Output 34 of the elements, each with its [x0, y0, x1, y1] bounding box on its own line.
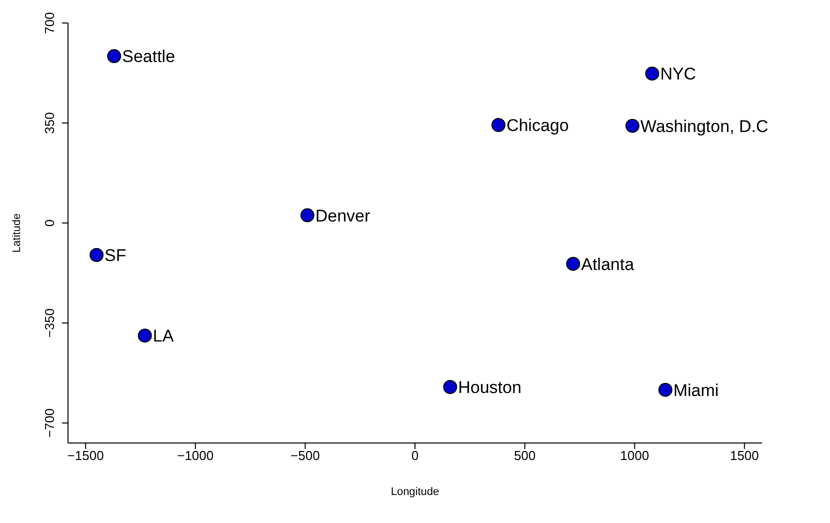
annotation: NYC — [660, 64, 696, 84]
x-tick-label: −500 — [290, 448, 320, 464]
x-tick-label: 1500 — [730, 448, 759, 464]
x-tick-label: 500 — [514, 448, 536, 464]
y-axis-title: Latitude — [10, 213, 23, 253]
annotation: Atlanta — [581, 254, 635, 274]
x-tick-label: 1000 — [620, 448, 650, 464]
y-tick-label: −700 — [42, 408, 57, 438]
annotation: Seattle — [122, 47, 176, 66]
point — [300, 208, 314, 222]
annotation: LA — [152, 326, 174, 346]
point — [491, 118, 506, 132]
point — [566, 256, 580, 271]
point — [645, 66, 660, 81]
annotation: Denver — [315, 206, 371, 226]
y-tick-label: 350 — [42, 112, 57, 134]
point — [443, 380, 458, 394]
annotation: Washington, D.C — [640, 116, 768, 136]
annotation: Chicago — [506, 116, 569, 136]
point — [658, 382, 672, 397]
annotation: Miami — [673, 380, 719, 400]
y-tick-label: −350 — [42, 308, 57, 338]
point — [625, 118, 640, 133]
x-axis-title: Longitude — [390, 486, 440, 498]
point — [107, 49, 122, 64]
y-tick-label: 0 — [42, 219, 57, 227]
x-tick-label: 0 — [411, 448, 419, 464]
annotation: SF — [104, 246, 126, 266]
y-tick-label: 700 — [42, 12, 57, 34]
annotation: Houston — [458, 378, 522, 398]
x-tick-label: −1500 — [67, 448, 104, 464]
point — [90, 248, 104, 262]
x-tick-label: −1000 — [177, 448, 214, 464]
point — [138, 328, 152, 343]
